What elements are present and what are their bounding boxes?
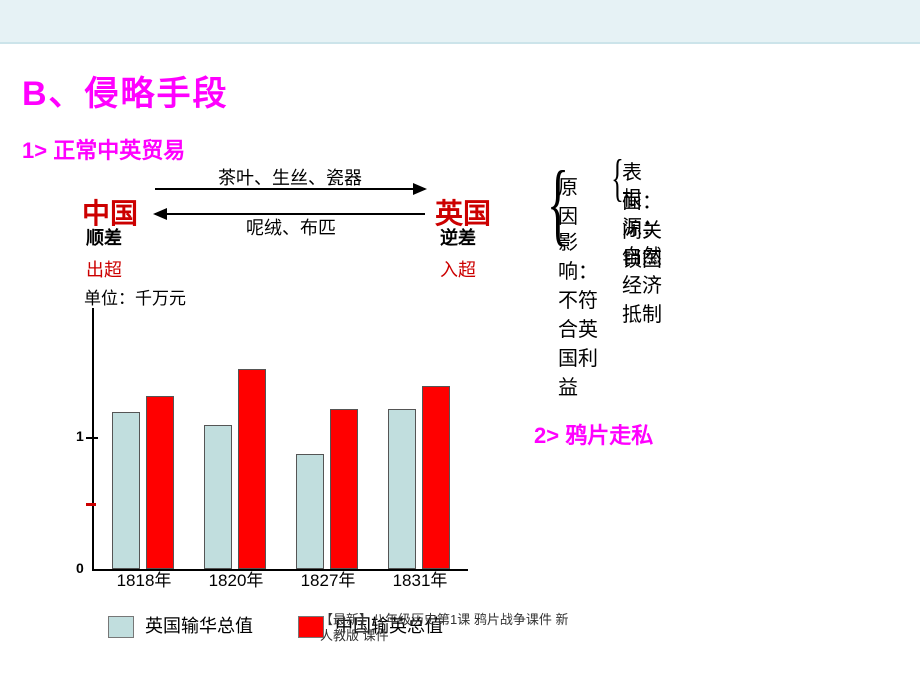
bar-year-label: 1831年 <box>380 566 460 591</box>
bar-cn <box>238 369 266 569</box>
y-tick-mark <box>86 437 98 439</box>
goods-export: 茶叶、生丝、瓷器 <box>218 164 362 190</box>
y-tick-0: 0 <box>76 560 84 576</box>
legend-uk-label: 英国输华总值 <box>145 616 253 636</box>
china-export-surplus: 出超 <box>86 256 122 282</box>
section-title: B、侵略手段 <box>22 66 920 115</box>
bar-uk <box>204 425 232 569</box>
bar-uk <box>388 409 416 569</box>
bar-year-label: 1818年 <box>104 566 184 591</box>
reason-label: 原因 <box>558 171 578 229</box>
arrow-right-icon <box>155 188 425 190</box>
legend-uk: 英国输华总值 <box>108 612 253 638</box>
bar-cn <box>330 409 358 569</box>
trade-bar-chart: 1 0 1818年 1820年 1827年 1831年 <box>68 308 468 593</box>
uk-deficit: 逆差 <box>440 224 476 250</box>
chart-unit: 单位：千万元 <box>84 284 186 309</box>
bar-year-label: 1827年 <box>288 566 368 591</box>
y-tick-1: 1 <box>76 428 84 444</box>
footer-caption: 【最新】八年级历史第1课 鸦片战争课件 新人教版 课件 <box>320 612 580 644</box>
reason-root: 根源：自然经济抵制 <box>622 182 662 327</box>
legend-swatch-uk <box>108 616 134 638</box>
bar-uk <box>112 412 140 569</box>
bar-year-label: 1820年 <box>196 566 276 591</box>
bar-cn <box>146 396 174 569</box>
reason-impact: 影响：不符合英国利益 <box>558 226 598 400</box>
uk-import-surplus: 入超 <box>440 256 476 282</box>
y-axis <box>92 308 94 570</box>
bar-cn <box>422 386 450 569</box>
header-bar <box>0 0 920 44</box>
goods-import: 呢绒、布匹 <box>246 214 336 240</box>
bar-uk <box>296 454 324 569</box>
subtitle-1: 1> 正常中英贸易 <box>22 133 920 165</box>
subtitle-2: 2> 鸦片走私 <box>534 418 653 450</box>
y-tick-mark-minor <box>86 503 96 506</box>
china-surplus: 顺差 <box>86 224 122 250</box>
